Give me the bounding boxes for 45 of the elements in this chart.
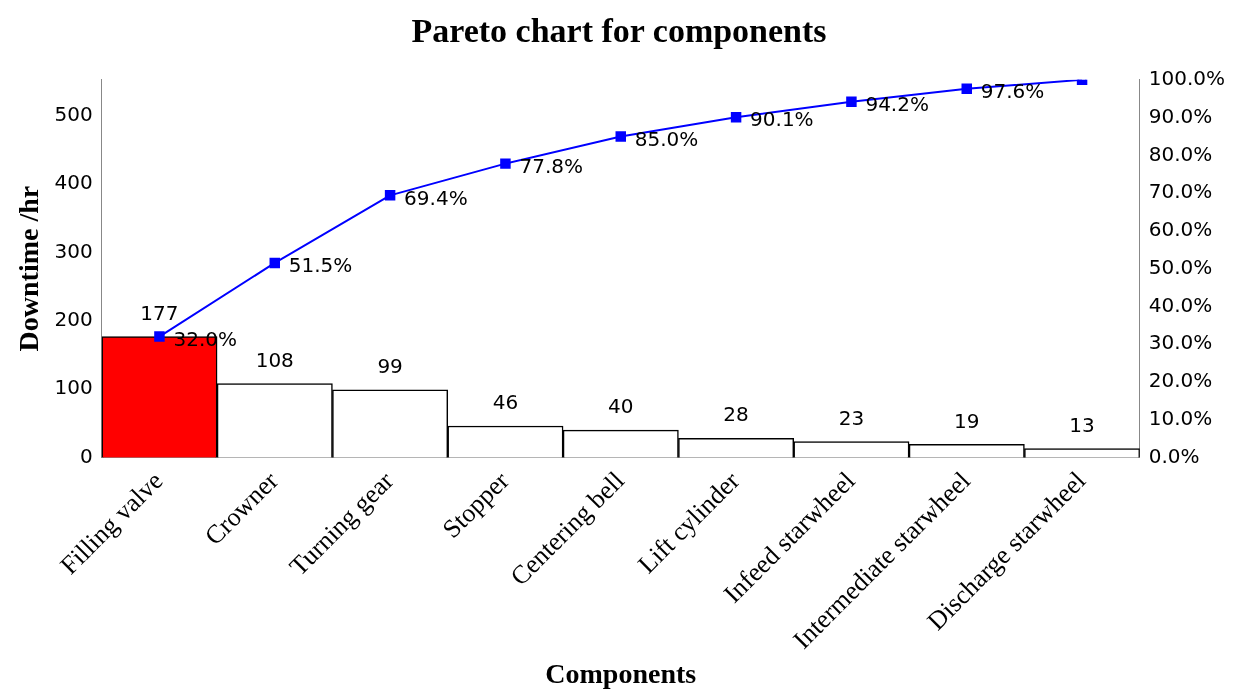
y-tick-label: 300 [54, 238, 93, 263]
data-label: 32.0% [173, 326, 237, 351]
y2-tick-label: 50.0% [1148, 254, 1213, 279]
point [961, 83, 972, 95]
point [500, 158, 511, 169]
y2-tick-label: 100.0% [1148, 66, 1226, 90]
y-tick-label: 400 [54, 170, 93, 195]
data-label: 90.1% [750, 107, 814, 132]
data-label: 97.6% [980, 79, 1045, 104]
y2-tick-label: 0.0% [1148, 443, 1200, 468]
y-tick-label: 200 [54, 307, 93, 332]
point [615, 131, 626, 142]
y2-tick-label: 30.0% [1148, 330, 1213, 355]
data-label: 28 [723, 402, 749, 427]
data-label: 46 [492, 390, 519, 415]
y-tick-label: 100 [54, 375, 93, 400]
y2-tick-label: 90.0% [1148, 103, 1213, 128]
y-axis-title: Downtime /hr [13, 185, 45, 352]
point [730, 111, 742, 123]
data-label: 40 [608, 394, 634, 419]
chart-title: Pareto chart for components [411, 12, 827, 50]
data-label: 99 [377, 354, 403, 379]
y2-tick-label: 20.0% [1148, 368, 1213, 393]
data-label: 51.5% [288, 253, 353, 278]
data-label: 19 [954, 408, 980, 433]
point [154, 331, 165, 342]
point [384, 190, 396, 201]
y2-tick-label: 80.0% [1148, 141, 1213, 166]
point [269, 257, 281, 269]
data-label: 85.0% [634, 126, 699, 151]
data-label: 94.2% [865, 91, 929, 116]
y2-tick-label: 10.0% [1148, 405, 1213, 430]
data-label: 77.8% [519, 153, 583, 178]
y-tick-label: 500 [54, 102, 93, 127]
data-label: 177 [140, 300, 179, 325]
x-axis-title: Components [545, 658, 697, 690]
point [846, 96, 857, 107]
y2-tick-label: 60.0% [1148, 217, 1213, 242]
y2-tick-label: 40.0% [1148, 292, 1213, 317]
y2-tick-label: 70.0% [1148, 179, 1213, 204]
data-label: 69.4% [404, 185, 468, 210]
y-tick-label: 0 [80, 443, 93, 468]
data-label: 13 [1069, 412, 1095, 437]
data-label: 108 [255, 347, 294, 372]
data-label: 23 [838, 405, 865, 430]
